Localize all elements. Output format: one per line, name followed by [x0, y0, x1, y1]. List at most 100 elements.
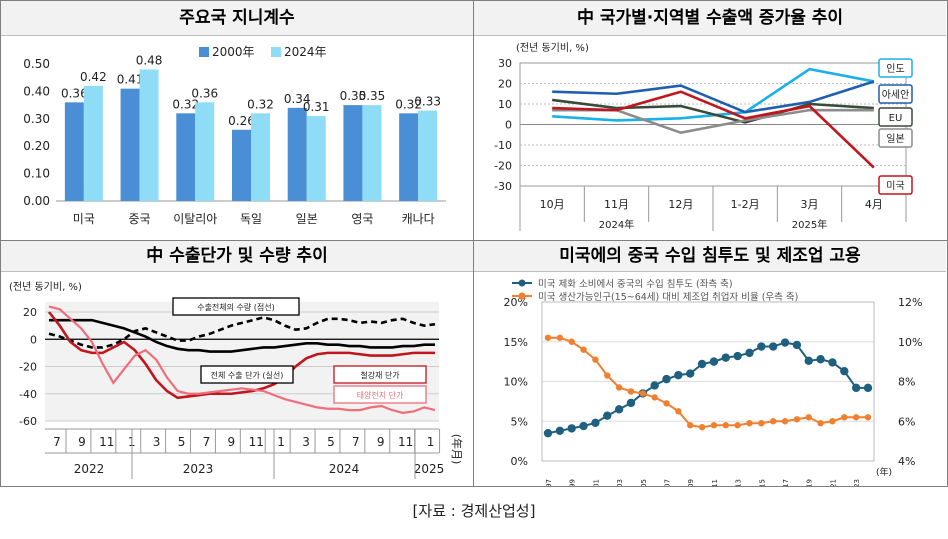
bar [83, 85, 103, 201]
x-tick-label: 1 [427, 435, 435, 449]
series-label: 전체 수출 단가 (실선) [211, 370, 284, 380]
bar [176, 113, 196, 201]
bar [64, 102, 84, 201]
series-point [757, 342, 766, 351]
data-label: 0.42 [80, 70, 107, 84]
series-point [567, 424, 576, 433]
x-tick-label: 2021 [829, 479, 837, 486]
y-tick-label: 0.20 [23, 139, 50, 153]
series-point [829, 418, 836, 425]
y-tick-label: 0 [30, 333, 37, 346]
x-unit-label: (年) [876, 466, 892, 478]
series-point [675, 408, 682, 415]
series-point [758, 420, 765, 427]
data-label: 0.31 [303, 100, 330, 114]
series-label-box [878, 84, 913, 104]
x-year-label: 2023 [183, 462, 214, 476]
x-tick-label: 10月 [540, 198, 565, 211]
series-line [548, 336, 868, 429]
legend-swatch [271, 47, 281, 57]
y-tick-label: -10 [494, 139, 512, 152]
import-penetration-line-chart: 20%15%10%5%0%12%10%8%6%4%199719992001200… [504, 278, 923, 486]
series-point [687, 422, 694, 429]
data-label: 0.34 [284, 92, 311, 106]
series-line [552, 98, 874, 124]
gini-bar-chart: 0.00 0.10 0.20 0.30 0.40 0.50 0.36 0.42 미국 0.41 0.… [23, 45, 446, 226]
x-tick-label: 9 [377, 435, 385, 449]
x-tick-label: 2011 [711, 479, 719, 486]
series-point [627, 388, 635, 395]
x-tick-label: 5 [327, 435, 335, 449]
x-tick-label: 영국 [351, 212, 373, 226]
panel-title: 中 수출단가 및 수량 추이 [1, 241, 473, 272]
series-label: EU [889, 113, 903, 124]
panel-divider-horizontal [0, 240, 947, 241]
x-tick-label: 캐나다 [402, 212, 435, 226]
bar [139, 69, 159, 201]
x-tick-label: 11 [398, 435, 413, 449]
panel-import-penetration: 미국에의 중국 수입 침투도 및 제조업 고용 20% 15% 10% 5% 0% 12%… [474, 241, 946, 486]
series-point [592, 356, 599, 363]
series-point [674, 370, 683, 380]
x-tick-label: 이탈리아 [173, 212, 217, 226]
x-year-label: 2024 [329, 462, 360, 476]
panel-export-growth: 中 국가별·지역별 수출액 증가율 추이 (전년 동기비, %) 30 20 10 0 -… [474, 1, 946, 240]
source-note: [자료 : 경제산업성] [412, 502, 536, 520]
panel-divider-vertical [473, 0, 474, 486]
legend-marker [518, 279, 526, 287]
x-tick-label: 12月 [668, 198, 693, 211]
y-tick-label: -30 [494, 180, 512, 193]
series-line [552, 80, 875, 114]
series-point [863, 383, 873, 393]
series-label: 아세안 [882, 89, 910, 101]
y-tick-label: 20 [23, 306, 37, 319]
x-tick-label: 독일 [240, 212, 262, 226]
series-point [852, 414, 860, 421]
y-tick-label: -20 [494, 160, 512, 173]
series-point [614, 405, 624, 414]
series-label-box [878, 175, 913, 195]
x-tick-label: 7 [352, 435, 360, 449]
x-year-label: 2025 [414, 462, 445, 476]
series-point [828, 358, 837, 367]
x-tick-label: 2015 [758, 479, 766, 486]
series-point [840, 366, 849, 376]
series-point [722, 422, 729, 429]
series-line [47, 311, 435, 400]
series-point [745, 348, 754, 358]
bar [195, 102, 215, 201]
series-point [697, 359, 707, 369]
series-line [552, 90, 875, 169]
data-label: 0.41 [117, 73, 144, 87]
y-right-tick-label: 8% [898, 376, 915, 389]
panel-title: 주요국 지니계수 [1, 1, 473, 36]
bar [287, 107, 307, 201]
series-point [804, 356, 813, 366]
series-point [768, 342, 778, 351]
series-label: 수출전체의 수량 (점선) [197, 302, 275, 312]
series-point [543, 428, 553, 438]
data-label: 0.32 [395, 97, 422, 111]
legend-label: 미국 제화 소비에서 중국의 수입 침투도 (좌측 축) [538, 278, 733, 290]
y-left-tick-label: 5% [511, 415, 528, 428]
y-right-tick-label: 10% [898, 336, 922, 349]
x-tick-label: 미국 [73, 212, 95, 226]
series-point [734, 422, 741, 429]
x-group-label: 2025年 [792, 218, 827, 231]
y-left-tick-label: 10% [504, 376, 528, 389]
series-label-box [333, 385, 427, 404]
x-tick-label: 3月 [801, 198, 819, 211]
y-tick-label: 30 [498, 57, 512, 70]
series-point [864, 414, 872, 421]
y-tick-label: 0.10 [23, 167, 50, 181]
x-tick-label: 4月 [865, 198, 883, 211]
data-label: 0.26 [228, 114, 255, 128]
y-tick-label: 0.40 [23, 84, 50, 98]
series-point [580, 346, 587, 353]
x-year-label: 2022 [74, 462, 105, 476]
bar [418, 110, 438, 201]
data-label: 0.36 [61, 86, 88, 100]
series-line [552, 67, 875, 122]
series-point [604, 372, 611, 379]
x-tick-label: 2007 [664, 479, 672, 486]
